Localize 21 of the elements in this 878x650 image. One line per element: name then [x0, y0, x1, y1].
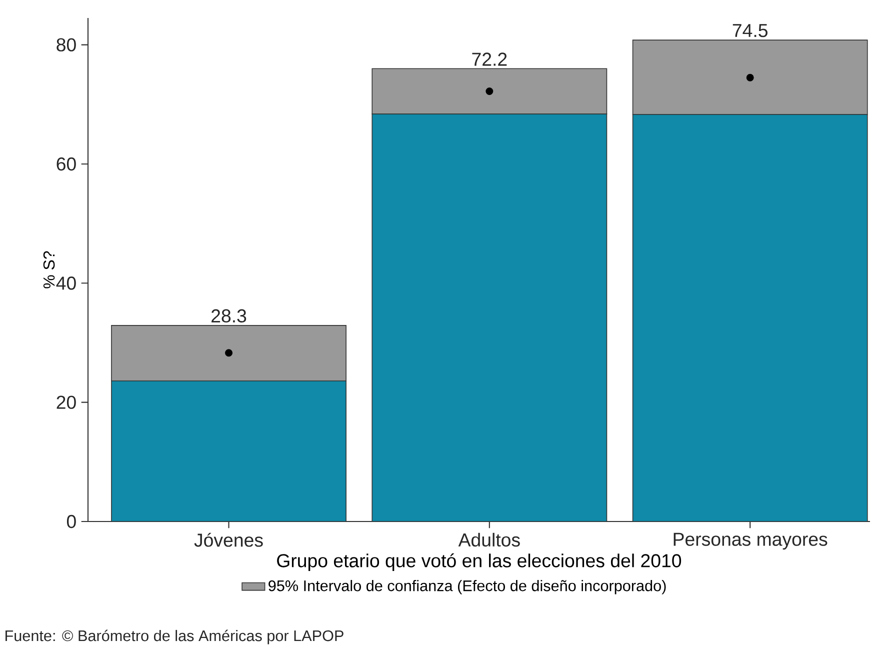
x-tick-label: Adultos — [458, 532, 520, 547]
legend-label: 95% Intervalo de confianza (Efecto de diseño incorporado) — [268, 580, 666, 594]
y-tick-label: 20 — [56, 396, 76, 409]
point — [225, 349, 232, 357]
data-label: 74.5 — [732, 24, 768, 38]
x-axis-title: Grupo etario que votó en las elecciones del 2010 — [277, 553, 682, 572]
y-tick-label: 80 — [56, 38, 76, 52]
bar — [372, 114, 608, 522]
data-label: 72.2 — [472, 52, 507, 66]
point — [486, 88, 494, 96]
y-tick-label: 60 — [56, 157, 76, 171]
x-tick-label: Jóvenes — [194, 532, 263, 547]
y-tick-label: 40 — [56, 276, 76, 290]
x-tick-label: Personas mayores — [674, 532, 828, 550]
data-label: 28.3 — [212, 309, 246, 323]
y-tick-label: 0 — [66, 514, 76, 528]
bar — [111, 380, 346, 522]
y-axis-title: % S? — [43, 251, 55, 288]
source-note: Fuente: © Barómetro de las Américas por LAPOP — [6, 630, 344, 644]
bar — [632, 114, 868, 522]
point — [746, 74, 754, 82]
